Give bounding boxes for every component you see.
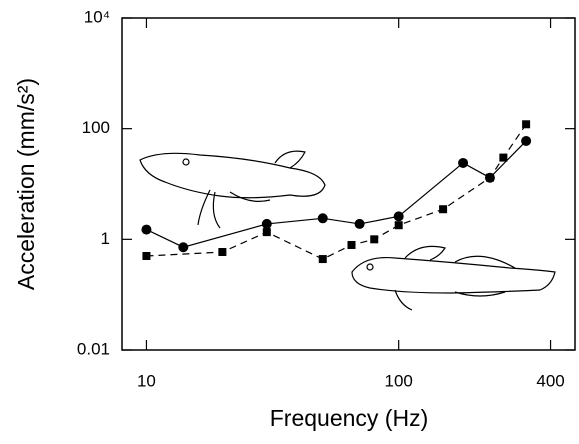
circle-marker xyxy=(141,224,152,235)
square-marker xyxy=(218,248,227,257)
x-tick-label: 100 xyxy=(385,371,413,390)
x-tick-label: 400 xyxy=(536,371,564,390)
circle-marker xyxy=(317,213,328,224)
circle-marker xyxy=(393,211,404,222)
square-marker xyxy=(394,221,403,230)
y-tick-label: 1 xyxy=(101,229,110,248)
y-tick-label: 0.01 xyxy=(77,339,110,358)
circle-marker xyxy=(458,157,469,168)
fish-illustration-bottom xyxy=(351,245,556,311)
square-marker xyxy=(485,173,494,182)
x-axis-title: Frequency (Hz) xyxy=(270,405,428,431)
plot-frame xyxy=(121,17,576,351)
square-marker xyxy=(347,240,356,249)
square-marker xyxy=(318,255,327,264)
circle-marker xyxy=(178,242,189,253)
square-marker xyxy=(499,153,508,162)
square-marker xyxy=(439,205,448,214)
square-marker xyxy=(262,228,271,237)
circle-marker xyxy=(521,135,532,146)
square-marker xyxy=(522,120,531,129)
y-tick-label: 10⁴ xyxy=(84,7,110,26)
y-tick-label: 100 xyxy=(82,118,110,137)
circle-marker xyxy=(354,218,365,229)
square-marker xyxy=(370,235,379,244)
x-tick-label: 10 xyxy=(137,371,156,390)
square-marker xyxy=(142,251,151,260)
fish-illustration-top xyxy=(139,150,326,229)
circle-marker xyxy=(261,218,272,229)
y-axis-title: Acceleration (mm/s²) xyxy=(13,78,39,290)
